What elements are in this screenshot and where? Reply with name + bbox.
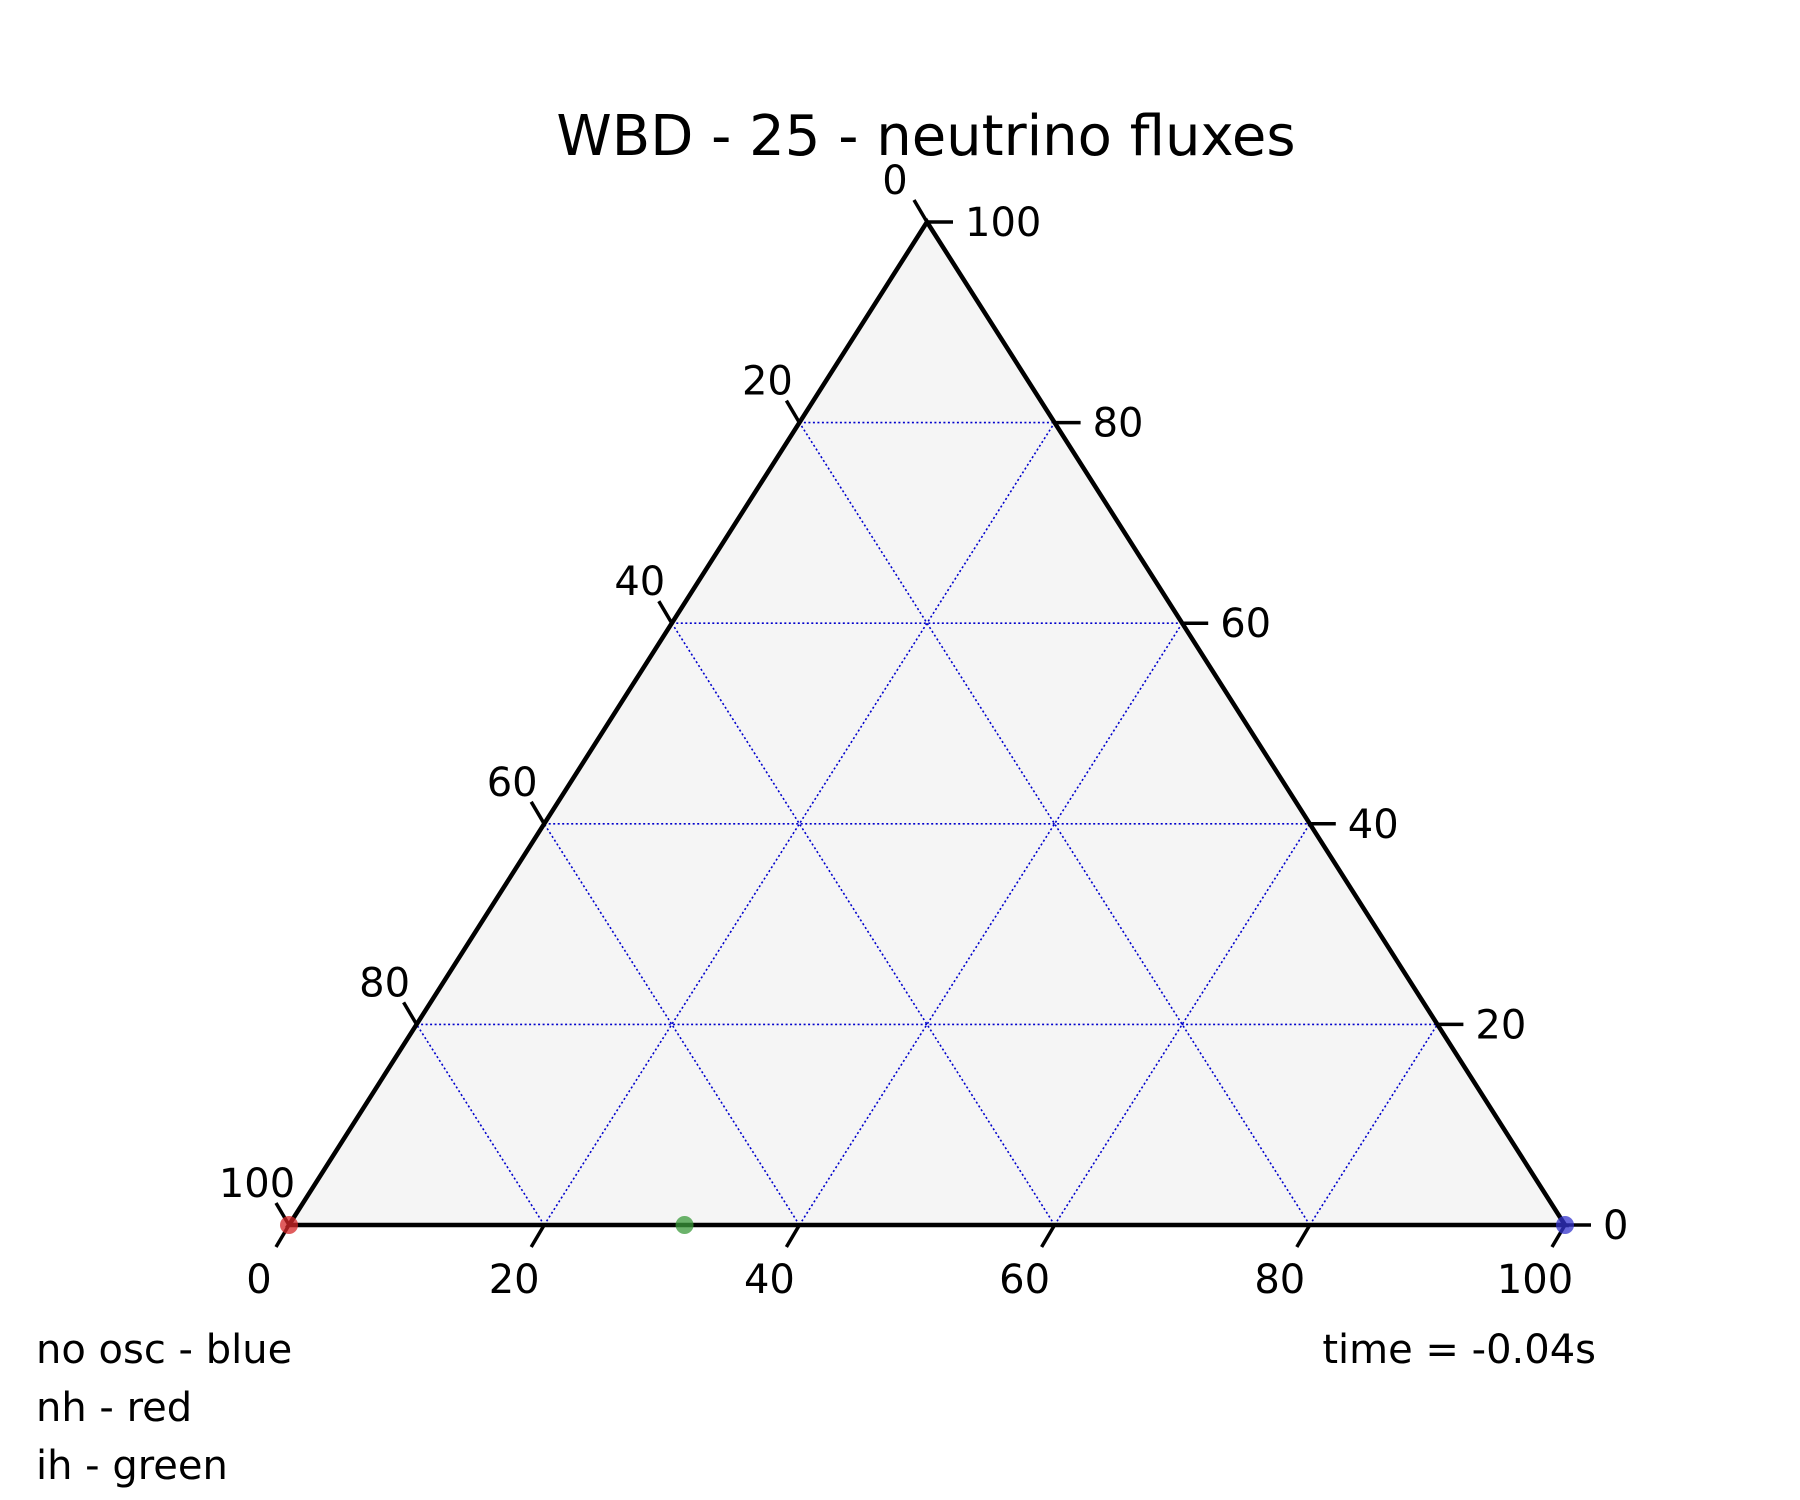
bottom-tick-label-60: 60 xyxy=(999,1257,1050,1303)
legend-notes: no osc - blue nh - red ih - green xyxy=(36,1327,292,1489)
bottom-tick-label-0: 0 xyxy=(246,1257,271,1303)
grid-line-bottom-40 xyxy=(798,622,1183,1226)
grid-line-left-40 xyxy=(671,622,1056,1226)
left-tick-40 xyxy=(657,600,674,625)
chart-title: WBD - 25 - neutrino fluxes xyxy=(556,104,1295,169)
bottom-tick-80 xyxy=(1295,1224,1312,1248)
data-point-no-osc xyxy=(1556,1216,1574,1234)
bottom-tick-label-20: 20 xyxy=(489,1257,540,1303)
bottom-tick-label-40: 40 xyxy=(744,1257,795,1303)
grid-line-left-60 xyxy=(543,823,801,1226)
left-tick-80 xyxy=(402,1001,419,1026)
right-tick-label-60: 60 xyxy=(1220,601,1271,647)
grid-line-bottom-60 xyxy=(1053,823,1311,1226)
data-points xyxy=(280,1216,1574,1234)
right-tick-label-0: 0 xyxy=(1603,1203,1628,1249)
axis-ticks: 0 20 40 60 80 100 0 20 40 60 80 100 0 20 40 60 80 100 xyxy=(219,158,1629,1303)
bottom-tick-label-80: 80 xyxy=(1254,1257,1305,1303)
left-tick-label-20: 20 xyxy=(742,359,793,405)
legend-note-nh: nh - red xyxy=(36,1385,192,1431)
left-tick-label-80: 80 xyxy=(359,960,410,1006)
bottom-tick-label-100: 100 xyxy=(1497,1257,1573,1303)
left-tick-label-100: 100 xyxy=(219,1161,295,1207)
left-tick-60 xyxy=(529,800,546,825)
triangle-frame xyxy=(284,217,1570,1228)
plot-area xyxy=(284,217,1570,1228)
triangle-background xyxy=(289,222,1565,1225)
grid-line-left-20 xyxy=(798,422,1311,1226)
right-tick-label-80: 80 xyxy=(1093,401,1144,447)
legend-note-no-osc: no osc - blue xyxy=(36,1327,292,1373)
grid-line-left-80 xyxy=(415,1023,545,1226)
grid-line-bottom-80 xyxy=(1309,1023,1439,1226)
data-point-ih xyxy=(675,1216,694,1234)
grid-line-bottom-20 xyxy=(543,422,1056,1226)
right-tick-label-100: 100 xyxy=(965,200,1041,246)
data-point-nh xyxy=(280,1216,298,1234)
bottom-tick-20 xyxy=(529,1224,546,1248)
left-tick-label-0: 0 xyxy=(882,158,907,204)
right-tick-label-20: 20 xyxy=(1475,1002,1526,1048)
left-tick-20 xyxy=(784,399,801,424)
right-tick-label-40: 40 xyxy=(1348,802,1399,848)
legend-note-ih: ih - green xyxy=(36,1443,228,1489)
left-tick-label-60: 60 xyxy=(487,760,538,806)
bottom-tick-60 xyxy=(1040,1224,1057,1248)
bottom-tick-40 xyxy=(784,1224,801,1248)
time-label: time = -0.04s xyxy=(1322,1327,1596,1373)
left-tick-label-40: 40 xyxy=(614,559,665,605)
left-tick-0 xyxy=(912,199,929,223)
